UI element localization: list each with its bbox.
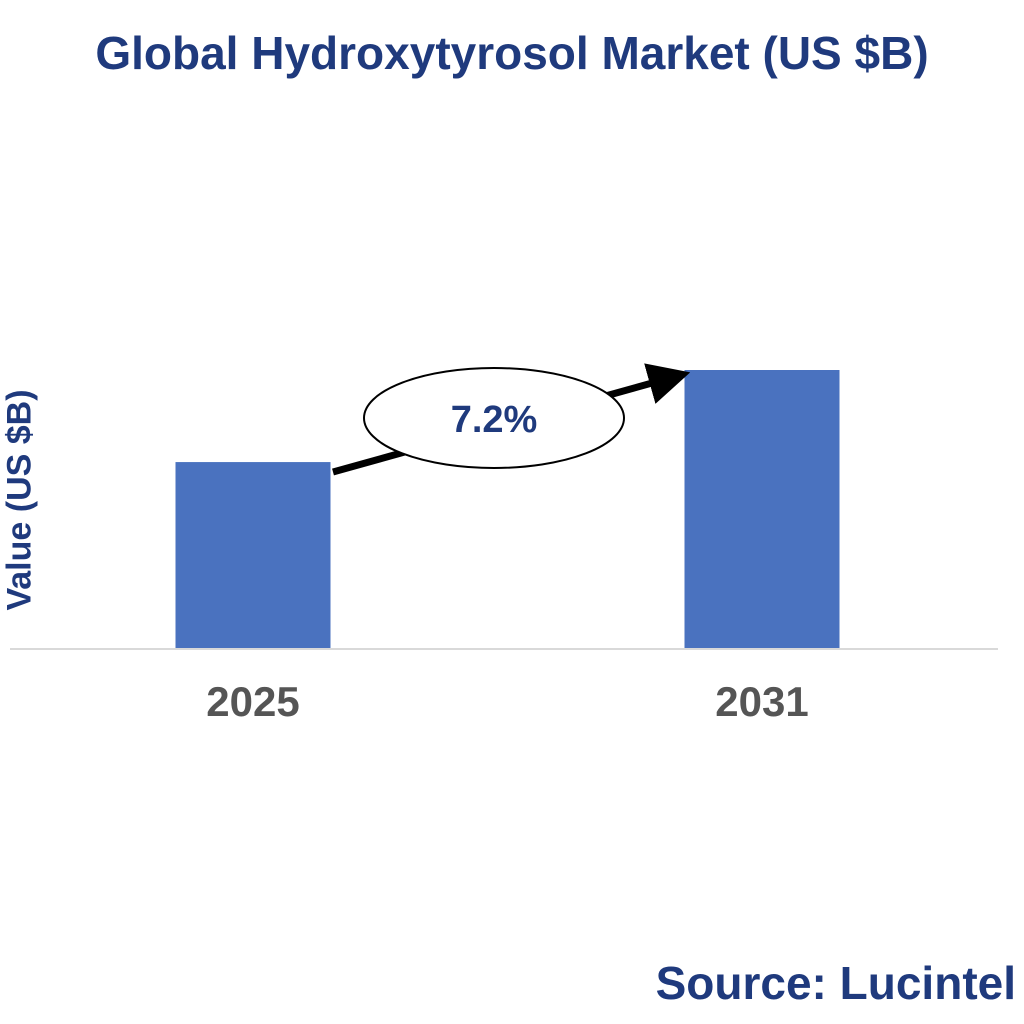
x-tick-label-2031: 2031 <box>715 678 808 725</box>
ticks-layer: 2025 2031 <box>206 678 808 725</box>
x-tick-label-2025: 2025 <box>206 678 299 725</box>
cagr-label: 7.2% <box>451 399 538 441</box>
source-label: Source: Lucintel <box>655 957 1016 1009</box>
bars-layer <box>175 370 840 649</box>
chart-title: Global Hydroxytyrosol Market (US $B) <box>95 27 929 79</box>
bar-2025 <box>175 462 331 649</box>
cagr-ellipse <box>363 367 625 469</box>
bar-2031 <box>684 370 840 649</box>
